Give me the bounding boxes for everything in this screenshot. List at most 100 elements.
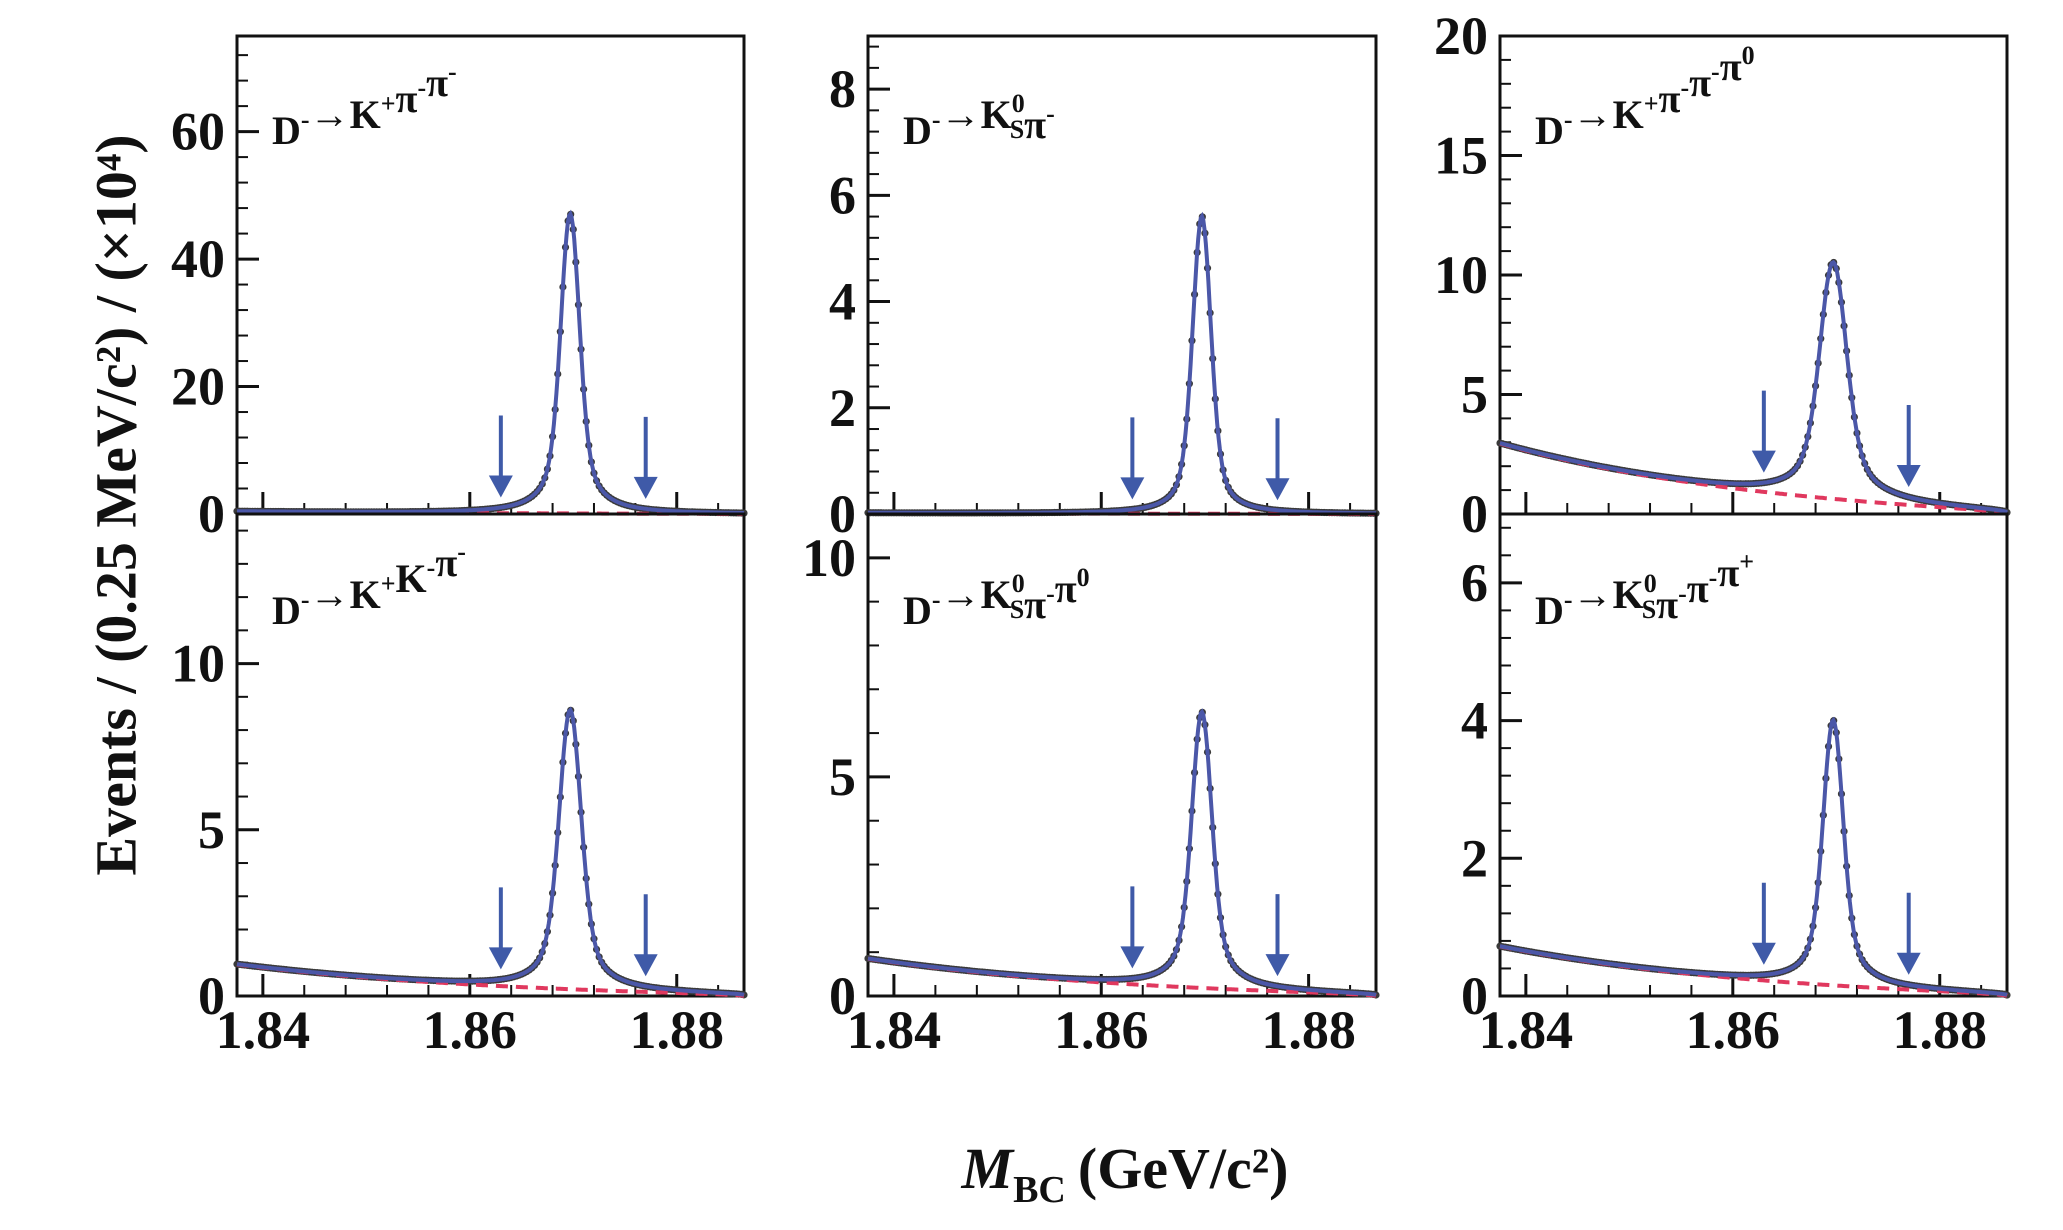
decay-label-text: D: [903, 588, 932, 633]
y-tick-label: 60: [171, 102, 225, 162]
y-tick-label: 4: [1461, 691, 1488, 751]
decay-label-text: K: [396, 556, 427, 601]
panel-frame: [866, 512, 1378, 998]
decay-label-text: D: [1535, 588, 1564, 633]
decay-label-sup: -: [301, 585, 310, 614]
x-axis-title-main: M: [961, 1136, 1016, 1201]
decay-label-text: π: [396, 76, 418, 121]
y-tick-label: 5: [198, 800, 225, 860]
signal-window-arrow-head: [1120, 946, 1145, 969]
decay-label-text: D: [272, 588, 301, 633]
decay-label-sup: -: [1680, 73, 1689, 102]
decay-label-sub: S: [1010, 115, 1024, 144]
decay-label-sub: S: [1642, 595, 1656, 624]
y-tick-label: 0: [1461, 966, 1488, 1026]
data-points: [1496, 717, 2011, 999]
y-tick-label: 10: [171, 634, 225, 694]
decay-label-text: →K: [1573, 572, 1644, 617]
total-fit-line: [868, 211, 1376, 516]
y-tick-label: 0: [198, 484, 225, 544]
data-points: [1496, 258, 2011, 517]
decay-label-sup: -: [1046, 99, 1055, 128]
signal-window-arrow-head: [1751, 942, 1776, 965]
decay-label-text: π: [1717, 550, 1739, 595]
y-axis-title: Events / (0.25 MeV/c²) / (×10⁴): [83, 134, 148, 875]
signal-window-arrow-head: [633, 954, 658, 977]
signal-window-arrow-head: [1751, 450, 1776, 473]
panel-frame: [1498, 512, 2009, 998]
y-tick-label: 6: [829, 165, 856, 225]
x-tick-label: 1.86: [1054, 1000, 1149, 1060]
x-tick-label: 1.88: [629, 1000, 724, 1060]
decay-label-text: π: [1659, 76, 1681, 121]
decay-label-sup: 0: [1012, 569, 1025, 598]
signal-window-arrow-head: [1120, 477, 1145, 500]
signal-window-arrow-head: [488, 475, 513, 498]
y-tick-label: 6: [1461, 553, 1488, 613]
signal-window-arrow-head: [488, 947, 513, 970]
x-axis-title-sub: BC: [1013, 1169, 1066, 1211]
y-tick-label: 0: [829, 484, 856, 544]
y-tick-label: 10: [1434, 245, 1488, 305]
decay-label-sup: -: [1678, 579, 1687, 608]
total-fit-line: [236, 706, 745, 997]
y-tick-label: 40: [171, 229, 225, 289]
decay-label-sup: 0: [1742, 41, 1755, 70]
decay-mode-label: D-→K+π-π-: [272, 57, 457, 153]
decay-label-text: π: [1024, 102, 1046, 147]
decay-label-text: π: [1689, 60, 1711, 105]
x-tick-label: 1.88: [1261, 1000, 1356, 1060]
y-tick-label: 10: [802, 528, 856, 588]
y-tick-label: 0: [1461, 484, 1488, 544]
decay-mode-label: D-→K0 Sπ-π-π+: [1535, 547, 1754, 633]
data-points: [864, 213, 1380, 517]
decay-label-text: π: [1055, 566, 1077, 611]
decay-label-text: π: [1687, 566, 1709, 611]
signal-window-arrow-head: [633, 476, 658, 499]
decay-label-sup: 0: [1077, 563, 1090, 592]
y-tick-label: 20: [1434, 6, 1488, 66]
decay-label-sup: -: [1564, 585, 1573, 614]
data-points: [233, 210, 748, 517]
decay-label-sup: -: [1711, 57, 1720, 86]
decay-label-sup: -: [448, 57, 457, 86]
decay-label-text: D: [903, 108, 932, 153]
decay-label-sup: -: [1564, 105, 1573, 134]
decay-label-text: π: [1720, 44, 1742, 89]
decay-mode-label: D-→K0 Sπ-π0: [903, 563, 1090, 633]
decay-label-text: D: [272, 108, 301, 153]
x-tick-label: 1.84: [847, 1000, 942, 1060]
x-tick-label: 1.86: [423, 1000, 518, 1060]
signal-window-arrow-head: [1265, 954, 1290, 977]
y-tick-label: 8: [829, 59, 856, 119]
decay-label-sup: -: [427, 553, 436, 582]
decay-label-sup: -: [1046, 579, 1055, 608]
decay-label-sup: +: [1644, 89, 1659, 118]
decay-label-sub: S: [1010, 595, 1024, 624]
decay-label-sup: +: [1739, 547, 1754, 576]
decay-label-text: →K: [941, 572, 1012, 617]
x-axis-title-units: (GeV/c²): [1078, 1136, 1289, 1201]
x-tick-label: 1.88: [1892, 1000, 1987, 1060]
y-tick-label: 20: [171, 357, 225, 417]
decay-label-sup: -: [457, 537, 466, 566]
data-points: [864, 708, 1380, 999]
panel-frame: [235, 512, 746, 998]
decay-label-sup: -: [932, 105, 941, 134]
decay-label-sup: -: [932, 585, 941, 614]
total-fit-line: [237, 209, 745, 516]
decay-label-sup: +: [381, 569, 396, 598]
decay-label-text: D: [1535, 108, 1564, 153]
decay-mode-label: D-→K+K-π-: [272, 537, 466, 633]
decay-label-text: →K: [1573, 92, 1644, 137]
signal-window-arrow-head: [1265, 478, 1290, 501]
decay-mode-label: D-→K0 Sπ-: [903, 89, 1055, 153]
